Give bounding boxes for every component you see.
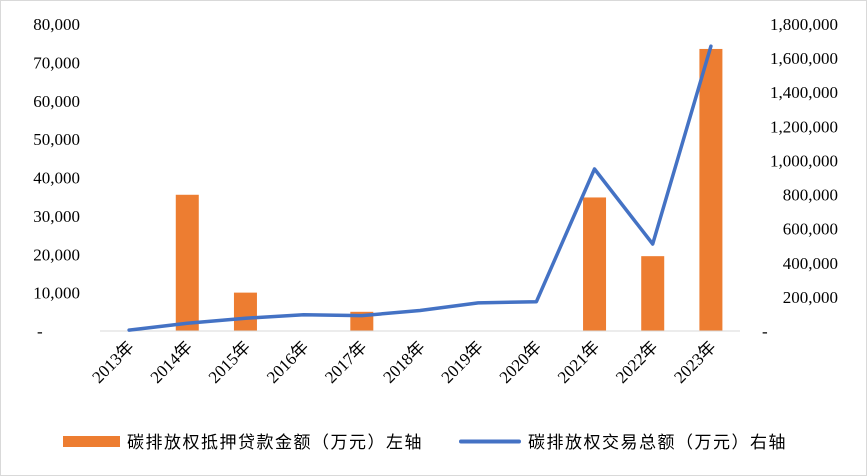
trading-total-line: [127, 44, 713, 332]
legend-label-trading: 碳排放权交易总额（万元）右轴: [528, 433, 787, 453]
right-axis-tick-label: 800,000: [783, 186, 838, 205]
right-axis-tick-label: 1,000,000: [770, 151, 838, 170]
left-axis-tick-label: 70,000: [33, 53, 80, 72]
right-axis-tick-label: -: [762, 322, 768, 341]
bar: [583, 197, 607, 331]
right-axis-tick-label: 200,000: [783, 288, 838, 307]
left-axis-tick-label: 30,000: [33, 207, 80, 226]
line-series: [127, 44, 713, 332]
right-axis-tick-label: 600,000: [783, 220, 838, 239]
left-axis-tick-label: 20,000: [33, 245, 80, 264]
right-axis-tick-label: 1,400,000: [770, 83, 838, 102]
left-axis-tick-label: -: [37, 322, 43, 341]
left-axis-tick-label: 40,000: [33, 169, 80, 188]
left-axis-tick-label: 80,000: [33, 15, 80, 34]
legend-swatch-loan: [63, 436, 120, 447]
right-axis-tick-label: 1,200,000: [770, 117, 838, 136]
right-axis-tick-label: 1,800,000: [770, 15, 838, 34]
bar: [175, 194, 199, 331]
left-axis-tick-label: 60,000: [33, 92, 80, 111]
left-axis-tick-label: 50,000: [33, 130, 80, 149]
left-axis: - 10,000 20,000 30,000 40,000 50,000 60,000 70,…: [33, 15, 80, 341]
legend-label-loan: 碳排放权抵押贷款金额（万元）左轴: [127, 433, 423, 453]
left-axis-tick-label: 10,000: [33, 284, 80, 303]
right-axis: -200,000 400,000 600,000 800,000 1,000,000 1,…: [762, 15, 838, 341]
right-axis-tick-label: 400,000: [783, 254, 838, 273]
right-axis-tick-label: 1,600,000: [770, 49, 838, 68]
bar: [641, 256, 665, 331]
bar: [699, 48, 723, 331]
legend: 碳排放权抵押贷款金额（万元）左轴 碳排放权交易总额（万元）右轴: [63, 433, 787, 453]
bar: [233, 292, 257, 331]
bar-series: [175, 48, 723, 331]
